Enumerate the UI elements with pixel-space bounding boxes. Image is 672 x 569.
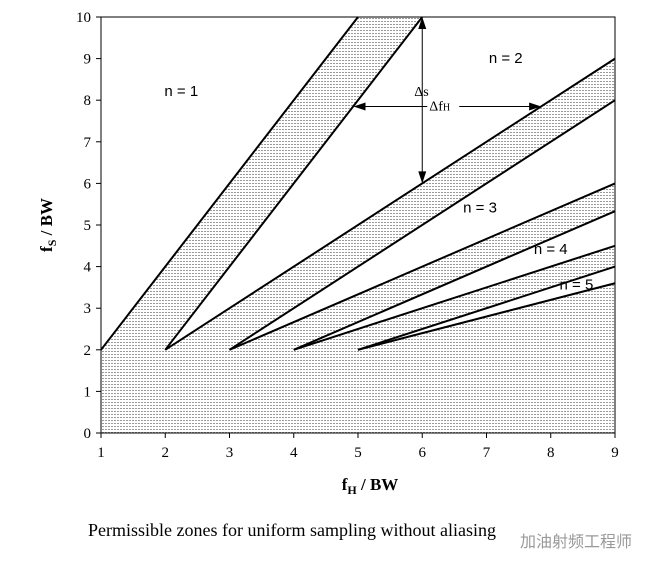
zone-label-n3: n = 3: [463, 200, 497, 217]
y-axis-label: fS / BW: [37, 198, 59, 252]
y-tick-label: 0: [84, 426, 92, 442]
x-tick-label: 5: [354, 445, 362, 461]
x-axis-label: fH / BW: [342, 475, 399, 497]
zone-label-n5: n = 5: [560, 276, 594, 293]
arrowhead-right: [529, 102, 542, 111]
y-tick-label: 4: [84, 260, 92, 276]
y-tick-label: 1: [84, 384, 92, 400]
x-tick-label: 3: [226, 445, 234, 461]
watermark: 加油射频工程师: [520, 532, 633, 551]
boundary-line-5: [229, 182, 616, 351]
y-tick-label: 5: [84, 218, 92, 234]
x-tick-label: 2: [162, 445, 170, 461]
allowed-zone-2: [165, 17, 615, 350]
x-tick-label: 1: [97, 445, 105, 461]
boundary-line-8: [357, 265, 616, 351]
arrowhead-up: [418, 17, 427, 29]
boundary-line-7: [293, 244, 616, 351]
boundary-line-1: [100, 16, 359, 351]
x-tick-label: 7: [483, 445, 491, 461]
x-tick-label: 4: [290, 445, 298, 461]
zone-label-n1: n = 1: [164, 83, 198, 100]
delta-fh-subscript: H: [443, 102, 450, 113]
x-tick-label: 6: [419, 445, 427, 461]
y-tick-label: 8: [84, 93, 92, 109]
boundary-line-4: [228, 99, 616, 351]
zone-label-n2: n = 2: [489, 50, 523, 67]
boundary-line-9: [357, 282, 616, 351]
delta-fh-label: ΔfH: [429, 99, 450, 114]
x-tick-label: 8: [547, 445, 555, 461]
y-tick-label: 3: [84, 301, 92, 317]
y-tick-label: 9: [84, 52, 92, 68]
delta-s-label: Δs: [414, 85, 428, 100]
x-tick-label: 9: [611, 445, 619, 461]
y-tick-label: 6: [84, 176, 92, 192]
boundary-line-2: [164, 16, 424, 351]
zone-label-n4: n = 4: [534, 241, 568, 258]
y-tick-label: 7: [84, 135, 92, 151]
arrowhead-down: [418, 171, 427, 184]
boundary-line-6: [293, 210, 616, 351]
y-tick-label: 10: [76, 10, 91, 26]
y-tick-label: 2: [84, 343, 92, 359]
boundary-line-3: [164, 57, 616, 351]
delta-fh-label-bg: [427, 97, 460, 112]
figure-caption: Permissible zones for uniform sampling w…: [88, 520, 496, 540]
arrowhead-left: [353, 102, 366, 111]
